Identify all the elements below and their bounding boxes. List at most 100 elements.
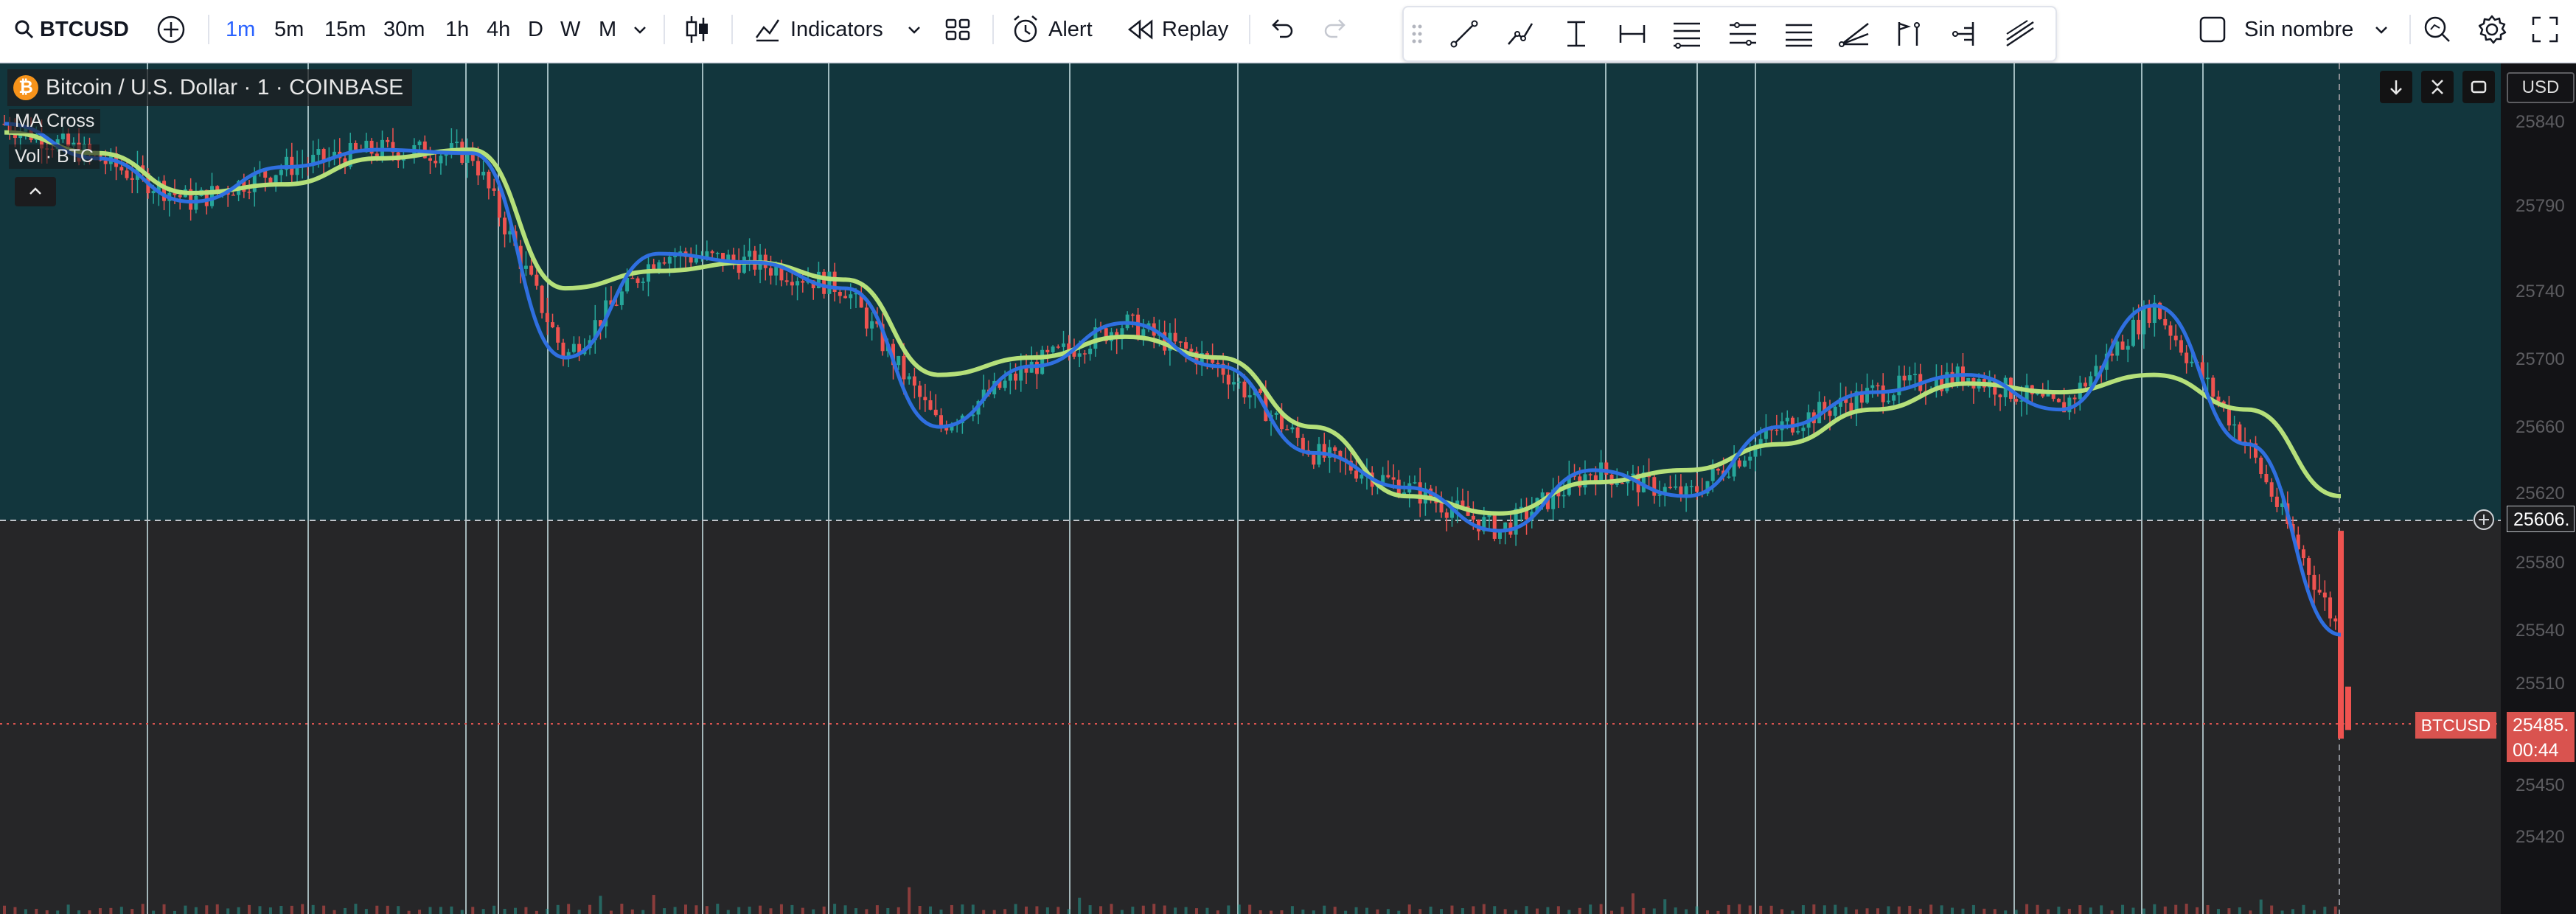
fullscreen-icon <box>2530 15 2560 44</box>
price-range-icon[interactable] <box>1560 18 1592 50</box>
drawing-toolbar <box>1402 6 2057 62</box>
legend-collapse-button[interactable] <box>15 177 56 206</box>
alarm-clock-icon <box>1010 14 1041 45</box>
indicators-button[interactable]: Indicators <box>753 0 883 59</box>
interval-m[interactable]: M <box>599 17 617 41</box>
interval-30m[interactable]: 30m <box>383 17 425 41</box>
volume-bar <box>1876 908 1879 914</box>
candle-body <box>1444 512 1449 518</box>
volume-bar <box>705 906 709 914</box>
symbol-search[interactable]: BTCUSD <box>13 0 129 59</box>
trend-line-icon[interactable] <box>1448 18 1480 50</box>
fib-retracement-icon[interactable] <box>1671 18 1703 50</box>
parallel-channel-icon[interactable] <box>1783 18 1815 50</box>
candle-body <box>1615 483 1619 485</box>
candle-body <box>2206 377 2210 380</box>
candle-body <box>1492 514 1497 539</box>
price-tick: 25620 <box>2516 484 2565 503</box>
volume-bar <box>1163 905 1166 914</box>
chart-legend-title[interactable]: ₿ Bitcoin / U.S. Dollar · 1 · COINBASE <box>7 69 413 106</box>
drag-handle-icon[interactable] <box>1408 18 1426 50</box>
volume-bar <box>1610 910 1614 914</box>
candle-body <box>449 143 453 153</box>
price-chart[interactable] <box>0 63 2501 914</box>
date-range-icon[interactable] <box>1616 18 1649 50</box>
candle-body <box>348 142 352 167</box>
interval-1h[interactable]: 1h <box>445 17 470 41</box>
compare-add-button[interactable] <box>155 0 187 59</box>
candle-body <box>1327 447 1331 458</box>
price-axis[interactable] <box>2501 63 2576 914</box>
volume-bar <box>2014 910 2018 914</box>
volume-bar <box>1131 907 1135 914</box>
interval-1m[interactable]: 1m <box>226 17 256 41</box>
add-alert-button[interactable] <box>2471 507 2496 532</box>
volume-bar <box>1110 904 1113 914</box>
scroll-down-button[interactable] <box>2380 71 2412 103</box>
candle-body <box>1461 500 1465 506</box>
layouts-button[interactable] <box>944 0 972 59</box>
regression-trend-icon[interactable] <box>2004 18 2036 50</box>
candle-body <box>1897 375 1901 396</box>
anchored-vwap-icon[interactable] <box>1949 18 1982 50</box>
volume-bar <box>2227 908 2231 914</box>
redo-button[interactable] <box>1321 0 1351 59</box>
flag-marker-icon[interactable] <box>1893 18 1926 50</box>
interval-4h[interactable]: 4h <box>487 17 511 41</box>
candle-body <box>2168 325 2173 336</box>
candle-body <box>2094 366 2098 377</box>
settings-button[interactable] <box>2476 0 2508 59</box>
volume-bar <box>1567 910 1571 914</box>
candle-body <box>1386 475 1390 478</box>
candle-body <box>1471 515 1475 520</box>
legend-indicator-volume[interactable]: Vol · BTC <box>9 144 100 169</box>
layout-name-button[interactable]: Sin nombre <box>2199 0 2353 59</box>
path-icon[interactable] <box>1504 18 1536 50</box>
arrow-down-icon <box>2390 80 2402 95</box>
currency-selector[interactable]: USD <box>2507 72 2575 103</box>
rewind-icon <box>1127 18 1155 41</box>
interval-5m[interactable]: 5m <box>274 17 304 41</box>
price-tick: 25420 <box>2516 827 2565 847</box>
interval-w[interactable]: W <box>560 17 581 41</box>
alert-button[interactable]: Alert <box>1010 0 1093 59</box>
replay-button[interactable]: Replay <box>1127 0 1228 59</box>
volume-bar <box>567 904 571 914</box>
legend-indicator-ma-cross[interactable]: MA Cross <box>9 109 101 133</box>
volume-bar <box>897 907 900 914</box>
candle-body <box>1391 477 1396 480</box>
indicators-dropdown[interactable] <box>905 0 923 59</box>
interval-d[interactable]: D <box>528 17 543 41</box>
fib-extension-icon[interactable] <box>1727 18 1759 50</box>
chart-type-button[interactable] <box>683 0 712 59</box>
pitchfork-icon[interactable] <box>1839 18 1871 50</box>
volume-bar <box>2185 904 2188 914</box>
volume-bar <box>1844 907 1848 914</box>
top-toolbar: BTCUSD 1m 5m 15m 30m 1h 4h D W M Indicat… <box>0 0 2576 63</box>
candle-body <box>2126 346 2130 350</box>
fullscreen-button[interactable] <box>2530 0 2560 59</box>
maximize-pane-button[interactable] <box>2462 71 2495 103</box>
quick-search-button[interactable] <box>2421 0 2454 59</box>
candle-body <box>1950 371 1954 384</box>
candle-body <box>918 386 922 397</box>
volume-bar <box>205 905 209 914</box>
layout-dropdown[interactable] <box>2373 0 2390 59</box>
candle-body <box>2110 353 2114 356</box>
volume-bar <box>386 905 389 914</box>
volume-bar <box>1141 905 1145 914</box>
alert-label: Alert <box>1048 17 1093 41</box>
volume-bar <box>418 910 422 914</box>
candle-body <box>247 192 251 193</box>
undo-button[interactable] <box>1267 0 1296 59</box>
volume-bar <box>1248 904 1252 914</box>
candle-body <box>391 142 395 153</box>
interval-dropdown[interactable] <box>631 0 649 59</box>
candle-body <box>933 409 938 416</box>
candle-body <box>715 253 720 254</box>
candle-body <box>1285 429 1289 430</box>
collapse-pane-button[interactable] <box>2421 71 2454 103</box>
interval-15m[interactable]: 15m <box>324 17 366 41</box>
volume-bar <box>2174 904 2178 914</box>
chart-canvas[interactable] <box>0 63 2501 914</box>
